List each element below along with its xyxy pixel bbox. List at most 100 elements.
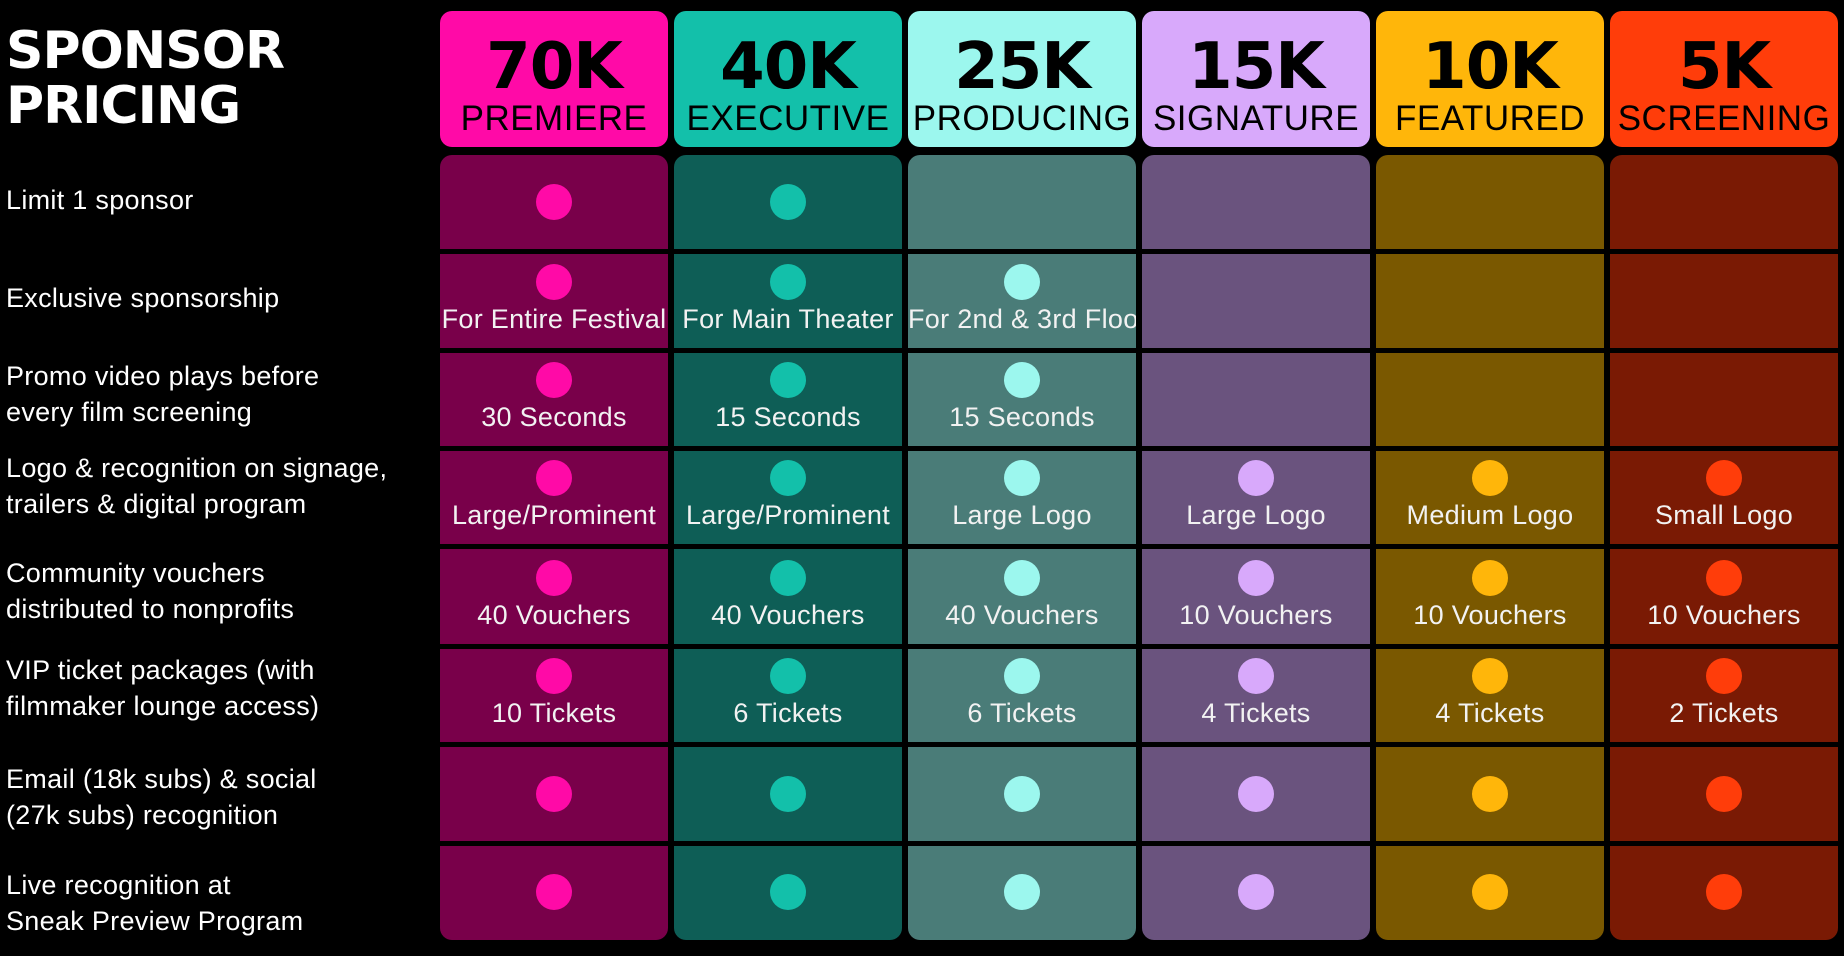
benefit-cell [1142,352,1370,446]
row-divider [440,742,668,747]
included-dot-icon [1706,560,1742,596]
included-dot-icon [536,460,572,496]
benefit-cell: 6 Tickets [908,648,1136,742]
included-dot-icon [536,184,572,220]
row-divider [1610,348,1838,353]
tier-header: 15K SIGNATURE [1142,11,1370,147]
included-dot-icon [770,362,806,398]
included-dot-icon [770,460,806,496]
benefit-detail: Large/Prominent [451,500,657,530]
tier-name: SCREENING [1617,99,1831,138]
benefit-label-line2: trailers & digital program [6,489,307,519]
included-dot-icon [1238,874,1274,910]
benefit-label-line1: Limit 1 sponsor [6,185,194,215]
row-divider [1376,348,1604,353]
benefit-detail: 4 Tickets [1435,698,1545,728]
benefit-label-line1: Exclusive sponsorship [6,283,280,313]
row-divider [674,446,902,451]
benefit-detail: 40 Vouchers [477,600,631,630]
tier-header: 70K PREMIERE [440,11,668,147]
benefit-cell: Large/Prominent [440,450,668,544]
benefit-cell: 40 Vouchers [674,550,902,644]
benefit-cell: 30 Seconds [440,352,668,446]
tier-header: 25K PRODUCING [908,11,1136,147]
benefit-cell: 10 Vouchers [1376,550,1604,644]
benefit-detail: 10 Vouchers [1179,600,1333,630]
benefit-detail: For 2nd & 3rd Floor [908,304,1136,334]
row-divider [908,544,1136,549]
tier-amount: 5K [1677,30,1771,104]
benefit-cell: Large/Prominent [674,450,902,544]
benefit-cell: 10 Vouchers [1610,550,1838,644]
benefit-cell [1610,254,1838,348]
benefit-label-line2: distributed to nonprofits [6,594,295,624]
included-dot-icon [770,560,806,596]
tier-body: For Entire Festival 30 Seconds Large/Promi… [440,155,668,940]
row-divider [908,644,1136,649]
included-dot-icon [536,658,572,694]
row-divider [908,249,1136,254]
benefit-cell [908,845,1136,940]
benefit-label: Logo & recognition on signage, trailers &… [6,450,387,522]
row-divider [1142,249,1370,254]
row-divider [1376,742,1604,747]
benefit-label-line1: Community vouchers [6,558,265,588]
benefit-cell [908,155,1136,249]
benefit-cell [1376,155,1604,249]
included-dot-icon [1706,776,1742,812]
benefit-label: Exclusive sponsorship [6,280,279,316]
row-divider [1610,446,1838,451]
included-dot-icon [1472,460,1508,496]
included-dot-icon [1472,658,1508,694]
tier-column: 70K PREMIERE For Entire Festival 30 Seconds… [440,11,668,940]
benefit-detail: 10 Vouchers [1413,600,1567,630]
benefit-detail: 6 Tickets [733,698,843,728]
benefit-label-line1: VIP ticket packages (with [6,655,315,685]
included-dot-icon [536,776,572,812]
benefit-cell [1376,747,1604,841]
included-dot-icon [770,776,806,812]
row-divider [908,446,1136,451]
tier-column: 25K PRODUCING For 2nd & 3rd Floor 15 Second… [908,11,1136,940]
included-dot-icon [1472,776,1508,812]
row-divider [440,544,668,549]
row-divider [1142,544,1370,549]
row-divider [674,544,902,549]
included-dot-icon [770,264,806,300]
benefit-cell: Medium Logo [1376,450,1604,544]
tier-column: 5K SCREENING Small Logo 10 Vouchers 2 Ticket… [1610,11,1838,940]
benefit-cell [440,845,668,940]
included-dot-icon [1004,776,1040,812]
benefit-cell [674,747,902,841]
benefit-detail: Large Logo [952,500,1092,530]
tier-name: SIGNATURE [1152,99,1360,138]
row-divider [1142,446,1370,451]
title-line-2: PRICING [6,76,241,136]
benefit-cell [1610,747,1838,841]
benefit-label-line1: Promo video plays before [6,361,320,391]
tier-name: FEATURED [1394,99,1586,138]
benefit-label-line2: filmmaker lounge access) [6,691,320,721]
benefit-label-line1: Logo & recognition on signage, [6,453,388,483]
row-divider [674,742,902,747]
tier-name: PRODUCING [912,99,1132,138]
benefit-cell [1376,254,1604,348]
benefit-cell [1142,747,1370,841]
benefit-cell [1142,155,1370,249]
benefit-label-line2: every film screening [6,397,253,427]
tier-amount: 70K [486,30,623,104]
tier-header: 40K EXECUTIVE [674,11,902,147]
benefit-detail: 2 Tickets [1669,698,1779,728]
benefit-detail: 15 Seconds [949,402,1095,432]
row-divider [1142,841,1370,846]
benefit-cell: Small Logo [1610,450,1838,544]
included-dot-icon [1004,560,1040,596]
row-divider [1376,644,1604,649]
included-dot-icon [1472,874,1508,910]
row-divider [674,249,902,254]
tier-amount: 25K [954,30,1091,104]
benefit-detail: 10 Vouchers [1647,600,1801,630]
benefit-cell [1142,845,1370,940]
row-divider [1610,644,1838,649]
benefit-detail: 30 Seconds [481,402,627,432]
